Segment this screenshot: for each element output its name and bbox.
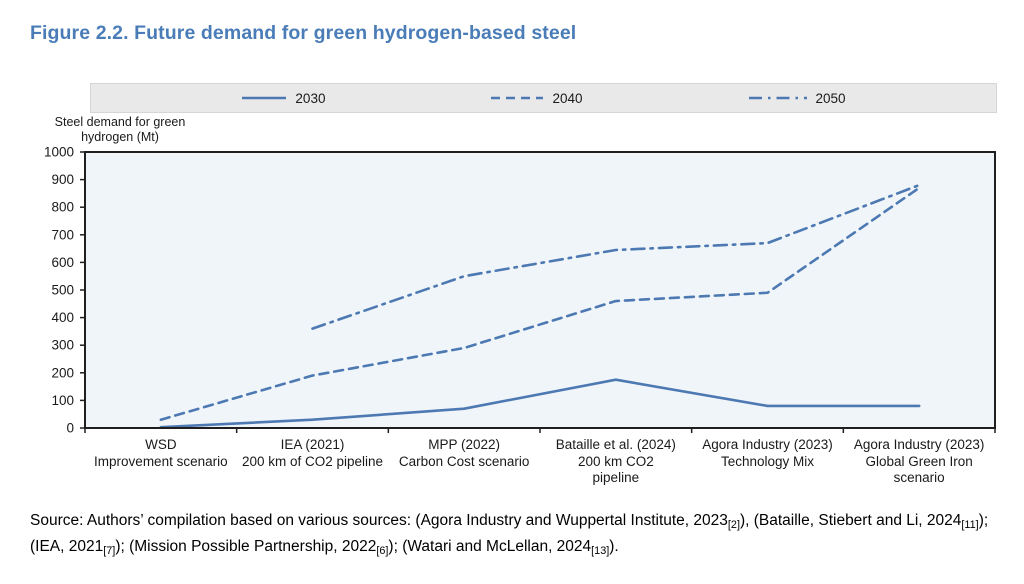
source-line-1: Source: Authors’ compilation based on va…	[30, 512, 989, 531]
y-tick-label: 700	[51, 227, 74, 242]
source-line-2: (IEA, 2021[7]); (Mission Possible Partne…	[30, 538, 619, 557]
legend-label-2050: 2050	[815, 90, 846, 106]
y-tick-label: 0	[66, 421, 74, 436]
y-tick-label: 300	[51, 338, 74, 353]
x-category-label: Agora Industry (2023) Global Green Iron …	[853, 437, 985, 485]
legend-item-2050: 2050	[748, 91, 846, 106]
y-tick-label: 1000	[44, 145, 74, 160]
y-tick-label: 500	[51, 283, 74, 298]
x-category-label: MPP (2022) Carbon Cost scenario	[398, 437, 530, 469]
dashed-line-sample-icon	[491, 96, 544, 100]
legend-label-2030: 2030	[295, 90, 326, 106]
legend-label-2040: 2040	[552, 90, 583, 106]
plot-area	[85, 152, 995, 428]
plot-border	[84, 151, 996, 429]
y-axis-title: Steel demand for green hydrogen (Mt)	[54, 115, 186, 144]
legend-item-2030: 2030	[241, 91, 325, 106]
solid-line-sample-icon	[242, 96, 287, 100]
figure-title: Figure 2.2. Future demand for green hydr…	[30, 22, 577, 44]
y-tick-label: 800	[51, 200, 74, 215]
y-tick-label: 600	[51, 255, 74, 270]
x-category-label: WSD Improvement scenario	[94, 437, 228, 469]
series-line-2040	[159, 186, 921, 422]
series-line-2030	[159, 378, 921, 429]
series-line-2050	[311, 183, 921, 330]
y-tick-label: 200	[51, 365, 74, 380]
chart-legend: 2030 2040 2050	[90, 83, 997, 113]
dash-dot-line-sample-icon	[748, 96, 807, 100]
x-category-label: IEA (2021) 200 km of CO2 pipeline	[241, 437, 384, 469]
y-tick-label: 400	[51, 310, 74, 325]
y-tick-label: 900	[51, 172, 74, 187]
x-category-label: Agora Industry (2023) Technology Mix	[702, 437, 833, 469]
legend-item-2040: 2040	[490, 90, 583, 106]
y-tick-label: 100	[51, 393, 74, 408]
source-note: Source: Authors’ compilation based on va…	[30, 508, 995, 560]
x-category-label: Bataille et al. (2024) 200 km CO2 pipeli…	[555, 437, 676, 485]
